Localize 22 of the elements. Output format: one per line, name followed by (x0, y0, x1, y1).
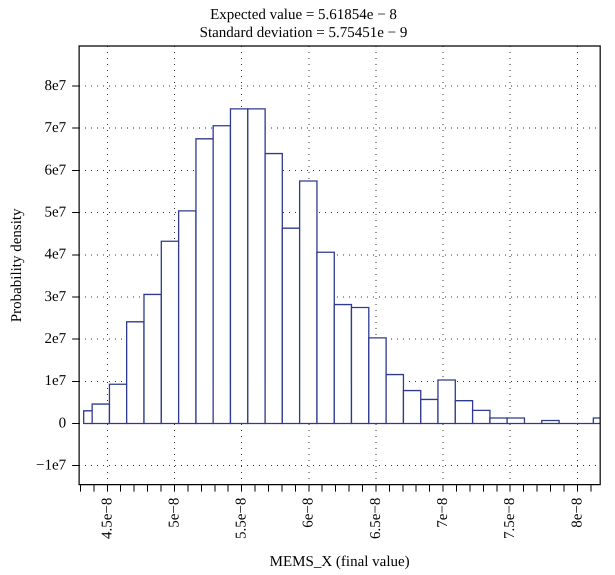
x-axis-title: MEMS_X (final value) (270, 554, 410, 570)
text: Standard deviation = 5.75451e − 9 (200, 24, 408, 41)
text: Expected value = 5.61854e − 8 (210, 6, 397, 23)
y-tick-label: 8e7 (44, 78, 67, 94)
y-tick-label: 6e7 (44, 162, 67, 178)
x-tick-label: 8e−8 (569, 498, 586, 528)
x-tick-label: 4.5e−8 (99, 498, 116, 540)
x-tick-label: 7.5e−8 (502, 498, 518, 540)
y-axis-title: Probability density (8, 208, 25, 322)
x-tick-label: 6e−8 (300, 498, 317, 528)
x-tick-label: 5e−8 (166, 498, 182, 528)
x-tick-label: 7e−8 (434, 498, 451, 528)
y-tick-label: 1e7 (44, 373, 67, 390)
x-tick-label: 6.5e−8 (368, 498, 384, 540)
y-tick-label: 7e7 (44, 120, 67, 136)
y-tick-label: 0 (58, 415, 66, 432)
y-tick-label: 5e7 (44, 204, 67, 221)
x-tick-label: 5.5e−8 (234, 498, 250, 540)
y-tick-label: 3e7 (44, 288, 67, 305)
y-tick-label: −1e7 (36, 458, 67, 474)
y-tick-label: 2e7 (44, 331, 67, 348)
y-tick-label: 4e7 (44, 246, 67, 263)
